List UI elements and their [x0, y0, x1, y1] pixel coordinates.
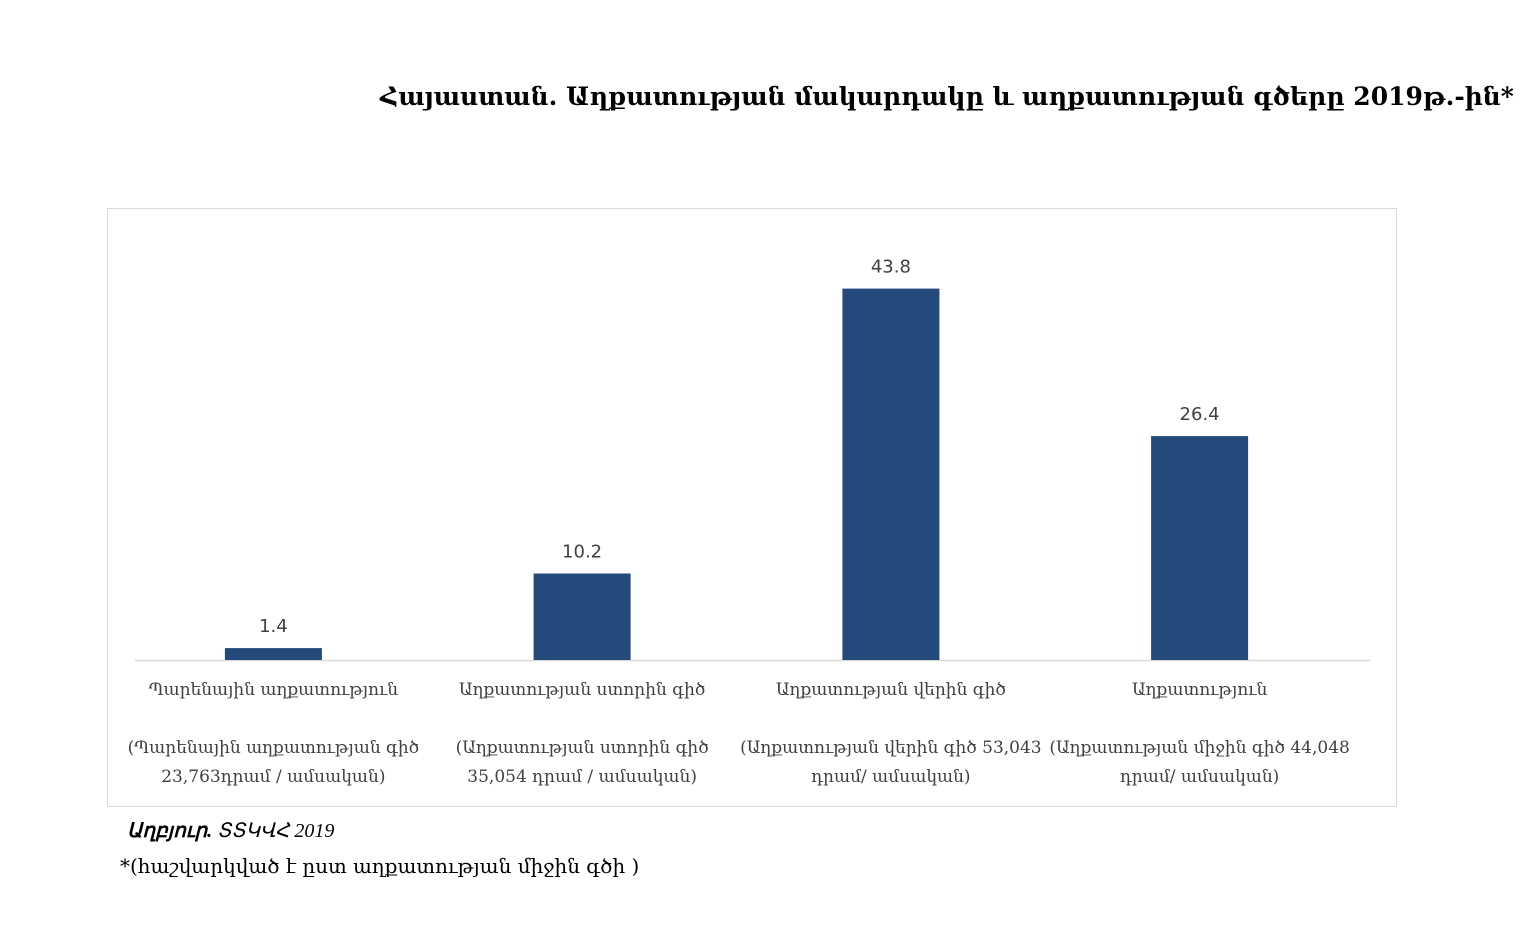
data-label-1: 1.4	[259, 616, 288, 637]
footnote: *(հաշվարկված է ըստ աղքատության միջին գծի…	[120, 854, 640, 878]
category-name: Աղքատություն	[1131, 680, 1268, 700]
chart-area	[107, 208, 1397, 807]
category-note: (Աղքատության միջին գիծ 44,048 դրամ/ ամսա…	[1049, 738, 1350, 787]
data-label-3: 43.8	[871, 257, 911, 278]
category-label-4: Աղքատություն (Աղքատության միջին գիծ 44,04…	[1045, 676, 1355, 792]
source-note: Աղբյուր. ՏՏԿՎՀ 2019	[127, 818, 334, 843]
category-note: (Պարենային աղքատության գիծ 23,763դրամ / …	[127, 738, 420, 787]
value-labels-group: 1.4 10.2 43.8 26.4	[259, 257, 1220, 637]
bar-2	[533, 573, 631, 660]
source-label: Աղբյուր.	[127, 820, 213, 842]
bar-3	[842, 288, 940, 660]
category-label-1: Պարենային աղքատություն (Պարենային աղքատու…	[118, 676, 428, 792]
data-label-2: 10.2	[562, 542, 602, 563]
category-note: (Աղքատության ստորին գիծ 35,054 դրամ / ամ…	[455, 738, 709, 787]
category-label-3: Աղքատության վերին գիծ (Աղքատության վերին …	[736, 676, 1046, 792]
category-name: Աղքատության վերին գիծ	[775, 680, 1006, 700]
category-name: Պարենային աղքատություն	[148, 680, 399, 700]
bars-group	[224, 288, 1249, 660]
bar-1	[224, 648, 322, 660]
source-text: ՏՏԿՎՀ 2019	[217, 820, 335, 842]
category-note: (Աղքատության վերին գիծ 53,043 դրամ/ ամսա…	[740, 738, 1042, 787]
category-label-2: Աղքատության ստորին գիծ (Աղքատության ստորի…	[427, 676, 737, 792]
category-name: Աղքատության ստորին գիծ	[458, 680, 706, 700]
bar-4	[1151, 436, 1249, 660]
data-label-4: 26.4	[1180, 404, 1220, 425]
chart-title: Հայաստան. Աղքատության մակարդակը և աղքատո…	[380, 82, 1514, 111]
